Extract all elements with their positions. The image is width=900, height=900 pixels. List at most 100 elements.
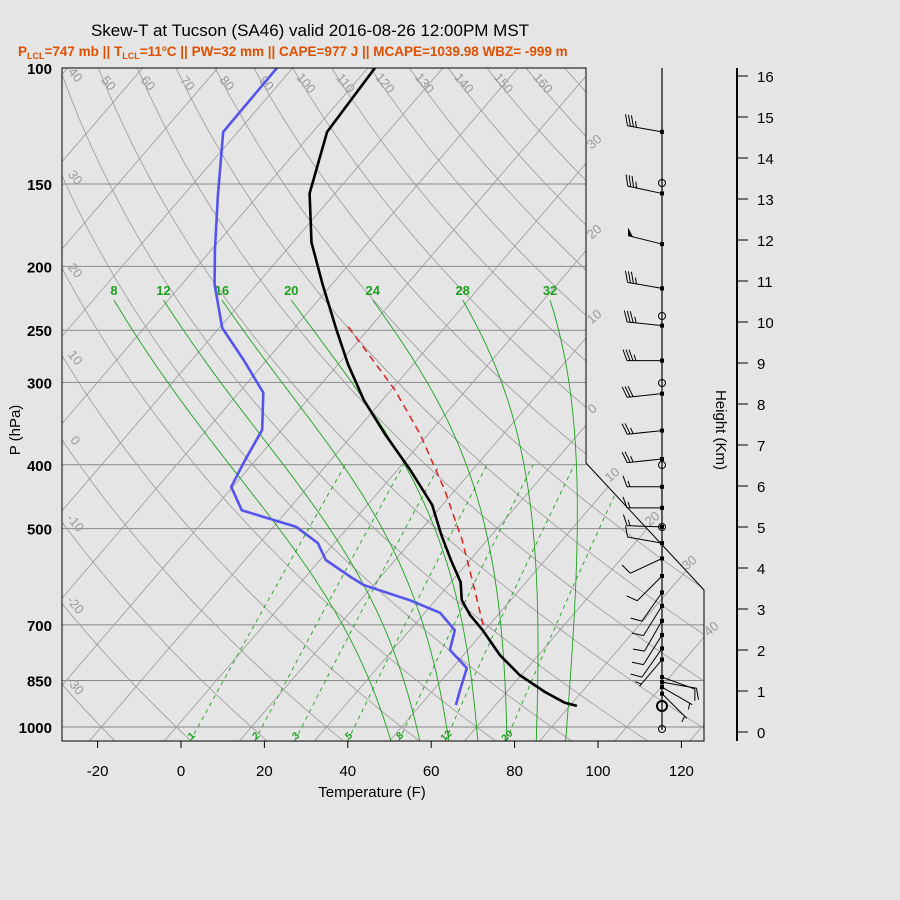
y-tick-label: 500 [27,522,52,539]
barb-feather [622,349,628,361]
barb-dot [660,573,664,578]
barb-dot [660,646,664,651]
mixing-ratio-label: 20 [500,728,516,744]
barb-dot [660,323,664,328]
mixing-ratio-label: 8 [395,730,407,742]
barb-staff [627,125,663,133]
dry-adiabat-label: -10 [64,511,88,535]
height-tick-label: 0 [757,725,765,742]
barb-feather [622,514,628,526]
y-axis-title: P (hPa) [7,405,24,456]
barb-dot [660,618,664,623]
barb-feather [630,673,643,678]
wind-barb [660,691,688,723]
height-tick-label: 3 [757,602,765,619]
barb-feather [631,175,635,188]
height-tick-label: 15 [757,110,774,127]
wind-barb [622,496,664,510]
barb-feather [623,310,628,323]
barb-staff [641,648,663,678]
barb-feather [625,349,631,361]
barb-feather [695,688,699,700]
barb-dot [660,603,664,608]
wind-barb [621,556,664,574]
barb-dot [660,556,664,561]
barb-feather [631,661,644,666]
moist-adiabat-label: 24 [366,283,381,298]
wind-barb [621,385,664,398]
barb-feather [621,423,628,435]
x-tick-label: -20 [87,763,109,780]
y-tick-label: 850 [27,673,52,690]
height-axis-title: Height (Km) [712,390,729,470]
height-tick-label: 2 [757,643,765,660]
height-tick-label: 12 [757,233,774,250]
barb-staff [627,185,663,194]
level-marker [658,312,666,320]
mixing-ratio-label: 5 [343,730,355,742]
dry-adiabat [331,68,704,741]
barb-dot [660,456,664,461]
height-tick-label: 8 [757,397,765,414]
barb-feather [625,270,629,283]
barb-half-feather [633,354,637,361]
barb-feather [632,648,645,652]
barb-feather [625,525,629,538]
dry-adiabat-label: 10 [65,347,86,368]
dry-adiabat [564,68,704,741]
wind-barb [631,603,664,637]
barb-dot [660,484,664,489]
height-tick-label: 4 [757,561,765,578]
mixing-ratio-label: 12 [439,728,455,744]
isotherm [62,68,218,741]
isotherm [62,68,294,741]
x-tick-label: 0 [177,763,185,780]
barb-staff [644,620,663,652]
dry-adiabat [62,68,648,741]
wind-barb [626,573,664,602]
barb-dot [660,541,664,546]
level-marker [658,461,666,469]
wind-barb [632,618,664,652]
dry-adiabat [62,68,496,741]
barb-dot [660,524,664,529]
wind-barb [631,632,664,666]
dry-adiabat-label: 140 [451,70,476,96]
dry-adiabat-label: 100 [293,70,318,96]
wind-barb [625,174,664,196]
barb-dot [660,657,664,662]
dry-adiabat [486,68,704,741]
profiles [213,68,578,708]
level-marker [658,379,666,387]
barb-half-feather [681,716,686,723]
isotherm [539,68,704,741]
dry-adiabat [62,68,268,741]
mixing-ratio-line [505,464,630,741]
isotherm-label: 0 [585,400,600,416]
height-tick-label: 10 [757,315,774,332]
barb-half-feather [635,181,638,189]
surface-marker [656,700,668,712]
barb-feather [625,114,629,126]
barb-feather [627,114,631,127]
barb-feather [626,595,638,602]
parcel-line [347,326,484,626]
barb-feather [630,271,634,284]
barb-half-feather [687,703,691,710]
wind-barb [630,590,664,622]
x-axis-title: Temperature (F) [318,784,426,801]
barb-staff [636,575,663,602]
barb-dot [660,590,664,595]
barb-feather [624,423,631,435]
barb-half-feather [627,501,631,509]
chart-subtitle: PLCL=747 mb || TLCL=11oC || PW=32 mm || … [18,44,568,61]
height-tick-label: 7 [757,438,765,455]
barb-staff [641,592,663,622]
x-tick-label: 20 [256,763,273,780]
barb-feather [621,564,631,574]
isotherm [62,68,369,741]
wind-barb [622,475,664,489]
moist-adiabat [163,299,421,741]
barb-dot [660,129,664,134]
barb-pennant [628,227,633,237]
